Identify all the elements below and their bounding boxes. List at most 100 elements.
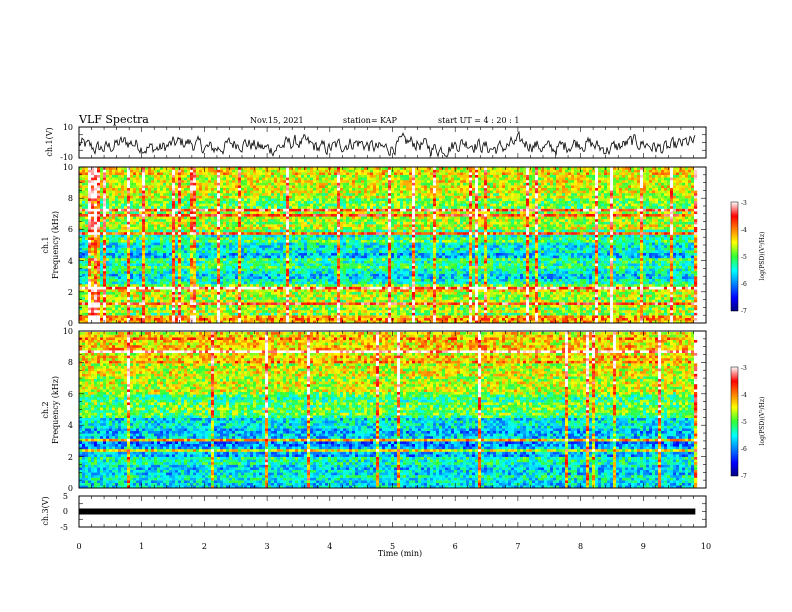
spectrogram-cell [577,302,580,305]
spectrogram-cell [505,263,508,266]
spectrogram-cell [478,261,481,264]
spectrogram-cell [181,313,184,316]
spectrogram-cell [133,318,136,321]
spectrogram-cell [388,313,391,316]
spectrogram-cell [172,287,175,290]
spectrogram-cell [424,274,427,277]
spectrogram-cell [106,276,109,279]
spectrogram-cell [556,297,559,300]
spectrogram-cell [442,307,445,310]
spectrogram-cell [430,305,433,308]
spectrogram-cell [340,292,343,295]
spectrogram-cell [268,318,271,321]
spectrogram-cell [457,315,460,318]
spectrogram-cell [541,315,544,318]
spectrogram-cell [622,292,625,295]
spectrogram-cell [520,279,523,282]
spectrogram-cell [376,318,379,321]
spectrogram-cell [481,287,484,290]
spectrogram-cell [538,305,541,308]
spectrogram-cell [523,263,526,266]
spectrogram-cell [394,318,397,321]
spectrogram-cell [310,268,313,271]
spectrogram-cell [682,318,685,321]
spectrogram-cell [637,268,640,271]
spectrogram-cell [601,271,604,274]
spectrogram-cell [388,274,391,277]
spectrogram-cell [121,307,124,310]
spectrogram-cell [154,294,157,297]
spectrogram-cell [628,292,631,295]
spectrogram-cell [85,263,88,266]
spectrogram-cell [259,310,262,313]
spectrogram-cell [184,315,187,318]
spectrogram-cell [670,268,673,271]
spectrogram-cell [112,289,115,292]
spectrogram-cell [271,300,274,303]
spectrogram-cell [490,302,493,305]
spectrogram-cell [319,305,322,308]
spectrogram-cell [577,305,580,308]
spectrogram-cell [319,292,322,295]
spectrogram-cell [106,315,109,318]
spectrogram-cell [526,284,529,287]
spectrogram-cell [211,289,214,292]
spectrogram-cell [613,294,616,297]
spectrogram-cell [223,266,226,269]
spectrogram-cell [496,300,499,303]
spectrogram-cell [424,294,427,297]
spectrogram-cell [505,276,508,279]
spectrogram-cell [361,263,364,266]
spectrogram-cell [112,310,115,313]
spectrogram-cell [427,268,430,271]
spectrogram-cell [532,274,535,277]
spectrogram-cell [328,271,331,274]
spectrogram-cell [286,266,289,269]
spectrogram-cell [652,289,655,292]
spectrogram-cell [262,318,265,321]
spectrogram-cell [532,307,535,310]
spectrogram-cell [241,294,244,297]
spectrogram-cell [223,315,226,318]
spectrogram-cell [559,307,562,310]
spectrogram-cell [529,271,532,274]
spectrogram-cell [265,305,268,308]
spectrogram-cell [235,292,238,295]
spectrogram-cell [271,276,274,279]
spectrogram-cell [295,279,298,282]
spectrogram-cell [574,315,577,318]
spectrogram-cell [406,279,409,282]
spectrogram-cell [151,300,154,303]
spectrogram-cell [592,307,595,310]
spectrogram-cell [262,276,265,279]
spectrogram-cell [694,276,697,279]
spectrogram-cell [139,292,142,295]
spectrogram-cell [658,284,661,287]
spectrogram-cell [295,300,298,303]
spectrogram-cell [244,279,247,282]
spectrogram-cell [541,276,544,279]
spectrogram-cell [631,300,634,303]
spectrogram-cell [175,310,178,313]
spectrogram-cell [502,263,505,266]
spectrogram-cell [241,297,244,300]
spectrogram-cell [637,318,640,321]
spectrogram-cell [586,305,589,308]
spectrogram-cell [313,294,316,297]
spectrogram-cell [364,307,367,310]
spectrogram-cell [535,289,538,292]
spectrogram-cell [589,307,592,310]
spectrogram-cell [106,266,109,269]
spectrogram-cell [289,279,292,282]
spectrogram-cell [223,268,226,271]
spectrogram-cell [622,266,625,269]
spectrogram-cell [124,315,127,318]
spectrogram-cell [376,271,379,274]
spectrogram-cell [649,263,652,266]
spectrogram-cell [598,305,601,308]
spectrogram-cell [607,284,610,287]
spectrogram-cell [403,297,406,300]
spectrogram-cell [430,307,433,310]
spectrogram-cell [451,318,454,321]
spectrogram-cell [310,310,313,313]
